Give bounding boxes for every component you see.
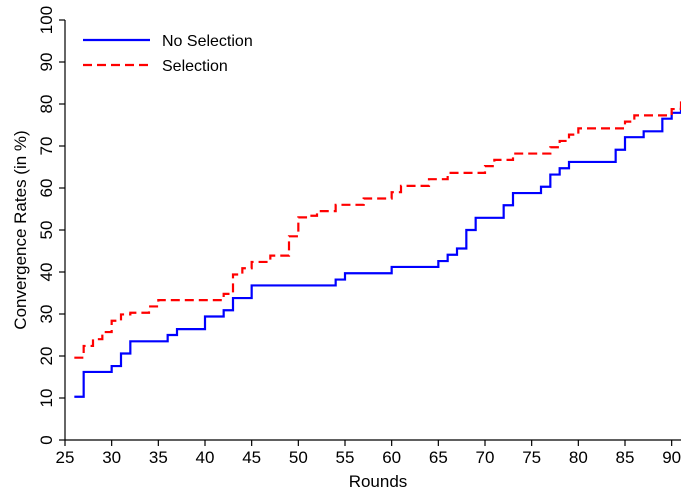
x-tick-label: 65	[429, 448, 448, 467]
y-tick-label: 10	[37, 389, 56, 408]
axes	[64, 20, 681, 441]
x-tick-label: 85	[616, 448, 635, 467]
y-tick-label: 50	[37, 221, 56, 240]
y-tick-label: 40	[37, 263, 56, 282]
y-axis-title: Convergence Rates (in %)	[11, 130, 30, 329]
x-tick-label: 35	[149, 448, 168, 467]
y-tick-label: 60	[37, 179, 56, 198]
series-line-selection	[74, 96, 681, 359]
x-axis-title: Rounds	[349, 472, 408, 491]
x-tick-label: 80	[569, 448, 588, 467]
x-tick-label: 70	[476, 448, 495, 467]
series-line-no-selection	[74, 106, 681, 398]
x-tick-label: 40	[196, 448, 215, 467]
x-tick-label: 75	[522, 448, 541, 467]
x-axis-ticks: 25 30 35 40 45 50 55 60 65 70 75 80 85 90	[56, 440, 681, 467]
legend-label: Selection	[162, 58, 228, 75]
x-tick-label: 50	[289, 448, 308, 467]
y-tick-label: 80	[37, 95, 56, 114]
legend-label: No Selection	[162, 33, 253, 50]
x-tick-label: 60	[382, 448, 401, 467]
x-tick-label: 30	[102, 448, 121, 467]
x-tick-label: 90	[662, 448, 681, 467]
y-tick-label: 90	[37, 53, 56, 72]
legend: No Selection Selection	[83, 33, 253, 75]
y-tick-label: 0	[37, 435, 56, 444]
y-tick-label: 20	[37, 347, 56, 366]
y-tick-label: 70	[37, 137, 56, 156]
y-tick-label: 100	[37, 6, 56, 34]
y-axis-ticks: 0 10 20 30 40 50 60 70 80 90 100	[37, 6, 65, 445]
x-tick-label: 55	[336, 448, 355, 467]
x-tick-label: 45	[242, 448, 261, 467]
series-layer	[74, 96, 681, 398]
x-tick-label: 25	[56, 448, 75, 467]
y-tick-label: 30	[37, 305, 56, 324]
